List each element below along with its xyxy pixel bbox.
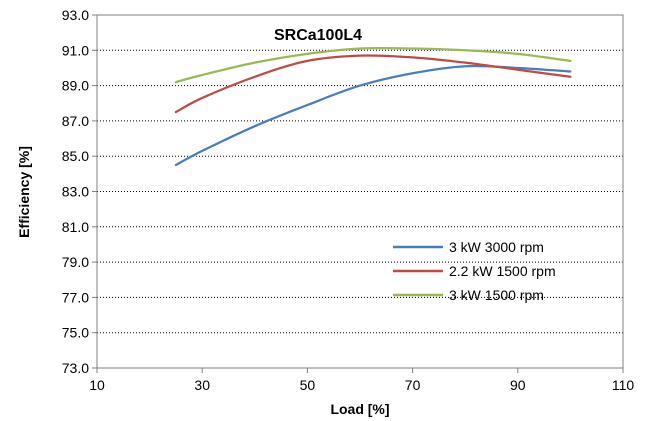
chart-title: SRCa100L4	[274, 27, 362, 44]
y-tick-label: 79.0	[62, 254, 89, 270]
y-axis-title: Efficiency [%]	[16, 146, 32, 238]
x-tick-label: 50	[300, 377, 316, 393]
x-tick-label: 110	[612, 377, 635, 393]
y-tick-label: 73.0	[62, 360, 89, 376]
y-tick-label: 81.0	[62, 219, 89, 235]
series-2-line	[174, 54, 572, 114]
x-tick-label: 30	[194, 377, 210, 393]
y-tick-label: 87.0	[62, 113, 89, 129]
y-tick-label: 89.0	[62, 78, 89, 94]
x-tick-label: 70	[405, 377, 421, 393]
legend: 3 kW 3000 rpm 2.2 kW 1500 rpm 3 kW 1500 rp…	[393, 239, 556, 303]
x-tick-label: 90	[510, 377, 526, 393]
x-axis-title: Load [%]	[330, 401, 389, 417]
series-2-legend-label: 2.2 kW 1500 rpm	[449, 263, 556, 279]
y-tick-label: 93.0	[62, 7, 89, 23]
y-tick-label: 77.0	[62, 289, 89, 305]
y-tick-label: 85.0	[62, 148, 89, 164]
y-tick-label: 83.0	[62, 184, 89, 200]
series-3-legend-label: 3 kW 1500 rpm	[449, 287, 544, 303]
axis-layer: 73.0 75.0 77.0 79.0 81.0 83.0 85.0 87.0 89.0 91.0…	[62, 7, 635, 393]
y-tick-label: 91.0	[62, 42, 89, 58]
series-1-legend-label: 3 kW 3000 rpm	[449, 239, 544, 255]
series-3-line	[174, 46, 572, 84]
y-tick-label: 75.0	[62, 325, 89, 341]
grid-layer	[97, 49, 623, 334]
x-tick-label: 10	[89, 377, 105, 393]
series-layer	[174, 46, 572, 167]
